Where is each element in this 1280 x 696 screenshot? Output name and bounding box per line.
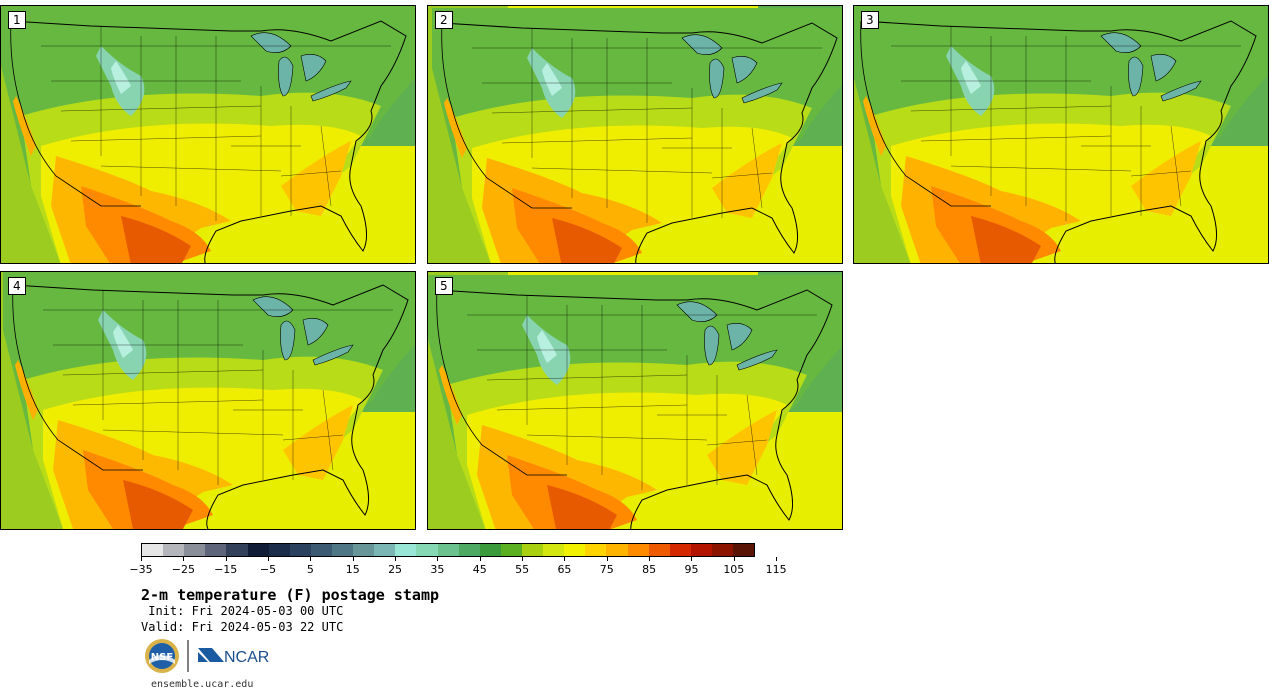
stamp-panel: 2 [427, 5, 843, 264]
temperature-map [428, 6, 842, 263]
colorbar-swatch [669, 544, 691, 556]
temperature-colorbar [141, 543, 755, 557]
colorbar-tick-label: 5 [306, 563, 314, 576]
colorbar-swatch [543, 544, 565, 556]
ncar-logo-text: NCAR [224, 649, 269, 666]
colorbar-tick [268, 557, 270, 561]
colorbar-swatch [648, 544, 670, 556]
colorbar-swatch [606, 544, 628, 556]
temperature-map [1, 6, 415, 263]
colorbar-tick [437, 557, 439, 561]
colorbar-tick-label: 65 [557, 563, 572, 576]
stamp-panel: 3 [853, 5, 1269, 264]
colorbar-tick [776, 557, 778, 561]
colorbar-tick [564, 557, 566, 561]
colorbar-swatch [627, 544, 649, 556]
colorbar-tick-label: 115 [765, 563, 787, 576]
colorbar-tick-label: 15 [345, 563, 360, 576]
colorbar-tick-label: 25 [388, 563, 403, 576]
colorbar-tick [141, 557, 142, 561]
colorbar-tick-label: 95 [684, 563, 699, 576]
colorbar-swatch [690, 544, 712, 556]
temperature-map [854, 6, 1268, 263]
colorbar-swatch [374, 544, 396, 556]
colorbar-swatch [205, 544, 227, 556]
colorbar-swatch [247, 544, 269, 556]
colorbar-swatch [521, 544, 544, 556]
stamp-panel: 5 [427, 271, 843, 530]
colorbar-swatch [416, 544, 438, 556]
colorbar-tick-label: 55 [515, 563, 530, 576]
temperature-map [1, 272, 415, 529]
colorbar-swatch [500, 544, 522, 556]
colorbar-tick-label: 105 [723, 563, 745, 576]
colorbar-tick [479, 557, 481, 561]
colorbar-ticks: −35 −25 −15 −5 5 15 25 35 45 55 65 75 85 95 105 115 [129, 557, 787, 579]
panel-number: 4 [8, 277, 26, 295]
colorbar-swatch [711, 544, 734, 556]
colorbar-swatch [226, 544, 248, 556]
panel-number: 1 [8, 11, 26, 29]
colorbar-swatch [353, 544, 375, 556]
colorbar-tick-label: −15 [214, 563, 238, 576]
colorbar-swatch [458, 544, 480, 556]
nsf-logo: NSF [145, 639, 179, 673]
colorbar-swatch [733, 544, 755, 556]
init-time: Init: Fri 2024-05-03 00 UTC [141, 604, 344, 618]
colorbar-tick-label: −25 [171, 563, 195, 576]
colorbar-swatch [142, 544, 164, 556]
colorbar-tick [733, 557, 735, 561]
colorbar-tick-label: 35 [430, 563, 445, 576]
colorbar-swatch [479, 544, 501, 556]
panel-number: 3 [861, 11, 879, 29]
colorbar-swatch [395, 544, 417, 556]
colorbar-tick-label: 85 [642, 563, 657, 576]
colorbar-tick-label: 75 [599, 563, 614, 576]
colorbar-swatch [564, 544, 586, 556]
sponsor-logos: NSF NCAR [145, 639, 269, 673]
stamp-panel: 4 [0, 271, 416, 530]
colorbar-swatch [268, 544, 290, 556]
valid-time: Valid: Fri 2024-05-03 22 UTC [141, 620, 344, 634]
stamp-panel: 1 [0, 5, 416, 264]
colorbar-tick [606, 557, 608, 561]
colorbar-tick [522, 557, 524, 561]
ncar-logo: NCAR [198, 648, 269, 666]
temperature-map [428, 272, 842, 529]
colorbar-tick [691, 557, 693, 561]
colorbar-tick [225, 557, 227, 561]
colorbar-tick [649, 557, 651, 561]
colorbar-tick [310, 557, 312, 561]
colorbar-tick-label: 45 [472, 563, 487, 576]
colorbar-tick-label: −5 [259, 563, 277, 576]
colorbar-swatch [331, 544, 354, 556]
website-url: ensemble.ucar.edu [151, 679, 254, 690]
colorbar-tick [183, 557, 185, 561]
logos: NSF NCAR [144, 638, 284, 674]
chart-title: 2-m temperature (F) postage stamp [141, 586, 440, 604]
colorbar-swatch [289, 544, 311, 556]
colorbar-swatch [163, 544, 185, 556]
colorbar-tick [395, 557, 397, 561]
colorbar-swatch [184, 544, 206, 556]
colorbar-swatch [585, 544, 607, 556]
colorbar-tick [352, 557, 354, 561]
panel-number: 5 [435, 277, 453, 295]
colorbar-swatch [310, 544, 332, 556]
panel-number: 2 [435, 11, 453, 29]
colorbar-swatch [437, 544, 459, 556]
colorbar-tick-label: −35 [129, 563, 153, 576]
nsf-logo-text: NSF [151, 652, 173, 663]
